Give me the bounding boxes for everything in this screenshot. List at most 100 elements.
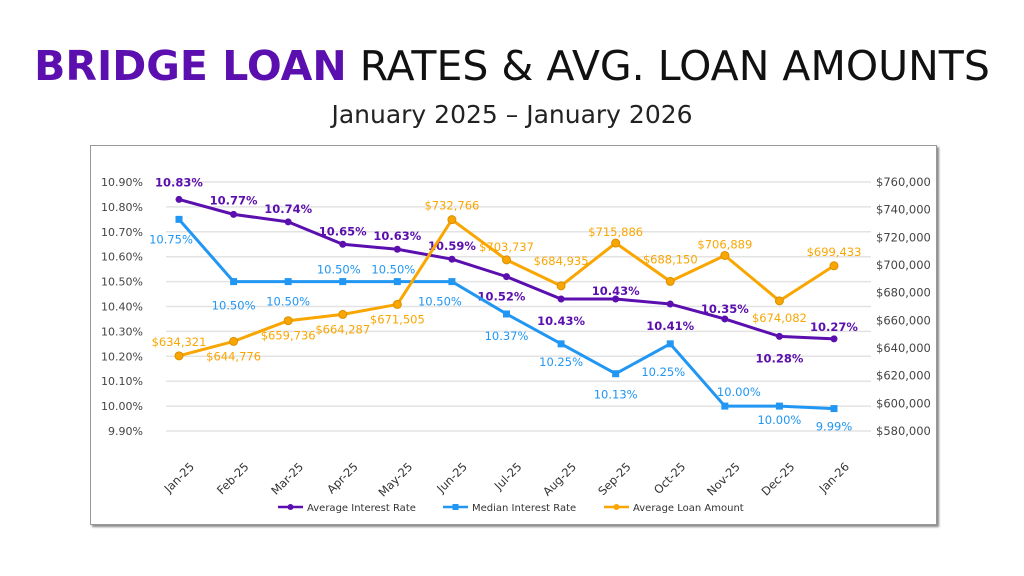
data-label: 10.50% — [212, 299, 256, 313]
data-point — [502, 255, 511, 265]
y-left-tick-label: 10.50% — [101, 276, 143, 289]
data-label: 10.41% — [646, 319, 694, 333]
data-label: 10.35% — [701, 302, 749, 316]
data-label: 10.25% — [641, 365, 685, 379]
data-label: 10.43% — [592, 284, 640, 298]
data-point — [557, 295, 565, 303]
data-point — [339, 240, 347, 248]
page-subtitle: January 2025 – January 2026 — [331, 100, 693, 129]
data-point — [448, 278, 456, 286]
x-tick-label: Jan-25 — [161, 460, 197, 496]
data-point — [338, 309, 348, 319]
data-point — [230, 210, 238, 218]
y-left-tick-label: 10.20% — [101, 350, 143, 363]
data-point — [720, 250, 730, 260]
legend-label: Average Interest Rate — [307, 503, 416, 514]
x-tick-label: Sep-25 — [595, 460, 634, 499]
data-point — [175, 215, 183, 223]
data-point — [611, 238, 621, 248]
data-label: 10.13% — [594, 388, 638, 402]
data-point — [556, 281, 566, 291]
y-left-tick-label: 10.00% — [101, 400, 143, 413]
data-label: $706,889 — [697, 237, 752, 251]
data-point — [174, 351, 184, 361]
data-point — [829, 261, 839, 271]
data-point — [230, 278, 238, 286]
data-label: 10.52% — [478, 290, 526, 304]
data-label: 10.50% — [266, 295, 310, 309]
data-label: 10.63% — [373, 229, 421, 243]
data-point — [229, 336, 239, 346]
data-point — [393, 278, 401, 286]
data-label: $674,082 — [752, 311, 807, 325]
y-left-tick-label: 10.30% — [101, 325, 143, 338]
data-label: 10.50% — [317, 263, 361, 277]
data-point — [774, 296, 784, 306]
data-label: $684,935 — [534, 254, 589, 268]
data-label: $659,736 — [261, 329, 316, 343]
data-label: 10.28% — [755, 351, 803, 365]
data-point — [284, 218, 292, 226]
data-label: 10.75% — [149, 232, 193, 246]
y-right-tick-label: $680,000 — [876, 286, 931, 300]
data-label: 10.25% — [539, 355, 583, 369]
y-right-tick-label: $620,000 — [876, 369, 931, 383]
title-rest: RATES & AVG. LOAN AMOUNTS — [346, 42, 990, 90]
data-point — [775, 332, 783, 340]
y-right-tick-label: $720,000 — [876, 230, 931, 244]
y-right-tick-label: $660,000 — [876, 313, 931, 327]
x-tick-label: May-25 — [376, 460, 416, 500]
y-left-tick-label: 10.90% — [101, 176, 143, 189]
data-label: 10.27% — [810, 320, 858, 334]
legend-marker — [613, 504, 620, 510]
y-right-tick-label: $580,000 — [876, 424, 931, 438]
data-point — [721, 402, 729, 410]
y-left-tick-label: 10.80% — [101, 201, 143, 214]
x-tick-label: Oct-25 — [651, 460, 688, 497]
data-label: 10.77% — [210, 193, 258, 207]
x-tick-label: Jun-25 — [433, 460, 470, 497]
x-tick-label: Feb-25 — [214, 460, 252, 498]
data-point — [283, 316, 293, 326]
series-line-0 — [178, 197, 835, 341]
data-point — [557, 340, 565, 348]
data-label: $715,886 — [588, 225, 643, 239]
data-point — [175, 195, 183, 203]
chart-frame: 9.90% 10.00% 10.10% 10.20% 10.30% 10.40% 10.50… — [90, 145, 937, 525]
data-point — [503, 273, 510, 281]
data-label: $644,776 — [206, 349, 261, 363]
legend-label: Average Loan Amount — [633, 503, 744, 514]
x-tick-label: Jan-26 — [816, 460, 852, 496]
data-point — [830, 335, 838, 343]
data-label: $732,766 — [424, 199, 479, 213]
data-label: 10.43% — [537, 314, 585, 328]
data-label: $634,321 — [152, 335, 207, 349]
data-label: 10.50% — [418, 295, 462, 309]
data-point — [612, 295, 620, 303]
data-point — [447, 215, 457, 225]
data-point — [393, 245, 401, 253]
data-label: $664,287 — [315, 322, 370, 336]
data-point — [503, 310, 510, 318]
data-label: 10.37% — [485, 329, 529, 343]
data-label: 10.74% — [264, 202, 312, 216]
title-highlight: BRIDGE LOAN — [34, 42, 347, 90]
x-tick-label: Nov-25 — [704, 460, 743, 499]
x-tick-label: Aug-25 — [540, 460, 579, 499]
data-point — [339, 278, 347, 286]
data-point — [775, 402, 783, 410]
data-point — [666, 340, 674, 348]
data-label: 10.65% — [319, 224, 367, 238]
x-tick-label: Mar-25 — [268, 460, 306, 498]
data-label: 10.00% — [717, 385, 761, 399]
x-tick-label: Jul-25 — [491, 460, 525, 494]
y-left-tick-label: 10.70% — [101, 226, 143, 239]
data-point — [448, 255, 456, 263]
data-point — [665, 276, 675, 286]
x-tick-label: Apr-25 — [324, 460, 361, 497]
data-label: 10.00% — [757, 413, 801, 427]
data-point — [612, 370, 620, 378]
line-chart: 9.90% 10.00% 10.10% 10.20% 10.30% 10.40% 10.50… — [101, 175, 931, 514]
data-point — [830, 405, 838, 413]
y-right-tick-label: $600,000 — [876, 396, 931, 410]
